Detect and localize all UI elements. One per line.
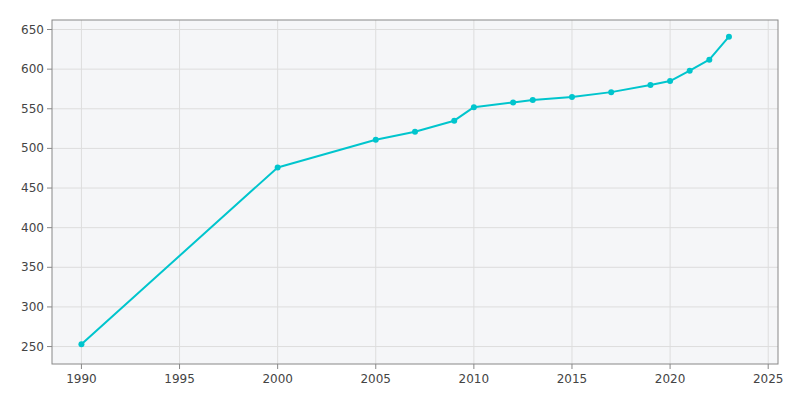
x-grid-line <box>670 20 671 364</box>
data-point <box>275 164 281 170</box>
x-tick <box>277 364 278 369</box>
data-point <box>569 94 575 100</box>
plot-background <box>52 20 778 364</box>
y-tick-label: 400 <box>21 221 44 235</box>
y-tick <box>47 29 52 30</box>
x-grid-line <box>571 20 572 364</box>
data-point <box>726 34 732 40</box>
x-grid-line <box>277 20 278 364</box>
x-tick-label: 2010 <box>459 372 490 386</box>
x-tick <box>768 364 769 369</box>
x-tick-label: 1990 <box>66 372 97 386</box>
x-tick-label: 2020 <box>655 372 686 386</box>
x-tick-label: 2025 <box>753 372 784 386</box>
y-tick-label: 600 <box>21 62 44 76</box>
x-tick-label: 2000 <box>262 372 293 386</box>
data-point <box>373 137 379 143</box>
chart-svg: 1990 1995 2000 2005 2010 2015 2020 2025 250 300 35… <box>0 0 800 400</box>
data-point <box>471 104 477 110</box>
data-point <box>667 78 673 84</box>
y-grid-line <box>52 69 778 70</box>
y-grid-line <box>52 188 778 189</box>
y-tick <box>47 148 52 149</box>
y-grid-line <box>52 267 778 268</box>
x-tick <box>571 364 572 369</box>
y-grid-line <box>52 108 778 109</box>
data-point <box>647 82 653 88</box>
y-tick <box>47 306 52 307</box>
plot-frame <box>52 20 778 364</box>
x-tick-label: 2015 <box>557 372 588 386</box>
x-tick-label: 1995 <box>164 372 195 386</box>
data-group <box>78 34 732 348</box>
data-point <box>687 68 693 74</box>
y-tick <box>47 188 52 189</box>
y-grid-line <box>52 346 778 347</box>
grid <box>52 20 778 364</box>
data-point <box>78 341 84 347</box>
y-tick-label: 350 <box>21 260 44 274</box>
x-grid-line <box>81 20 82 364</box>
x-grid-line <box>179 20 180 364</box>
x-tick <box>81 364 82 369</box>
y-tick <box>47 108 52 109</box>
data-point <box>608 89 614 95</box>
x-grid-line <box>768 20 769 364</box>
x-grid-line <box>375 20 376 364</box>
x-tick <box>179 364 180 369</box>
y-grid-line <box>52 227 778 228</box>
data-point <box>451 118 457 124</box>
y-tick <box>47 227 52 228</box>
data-point <box>706 57 712 63</box>
y-tick <box>47 69 52 70</box>
data-point <box>412 129 418 135</box>
y-tick-label: 500 <box>21 141 44 155</box>
chart-container: 1990 1995 2000 2005 2010 2015 2020 2025 250 300 35… <box>0 0 800 400</box>
data-point <box>510 99 516 105</box>
x-tick-label: 2005 <box>360 372 391 386</box>
y-grid-line <box>52 29 778 30</box>
x-tick <box>375 364 376 369</box>
y-tick-label: 550 <box>21 102 44 116</box>
x-grid-line <box>473 20 474 364</box>
y-tick <box>47 346 52 347</box>
y-tick-label: 450 <box>21 181 44 195</box>
y-tick <box>47 267 52 268</box>
axes: 1990 1995 2000 2005 2010 2015 2020 2025 250 300 35… <box>21 23 783 386</box>
y-tick-label: 650 <box>21 23 44 37</box>
y-tick-label: 300 <box>21 300 44 314</box>
x-tick <box>473 364 474 369</box>
y-grid-line <box>52 306 778 307</box>
x-tick <box>670 364 671 369</box>
y-tick-label: 250 <box>21 340 44 354</box>
data-point <box>530 97 536 103</box>
y-grid-line <box>52 148 778 149</box>
data-line <box>81 37 729 345</box>
